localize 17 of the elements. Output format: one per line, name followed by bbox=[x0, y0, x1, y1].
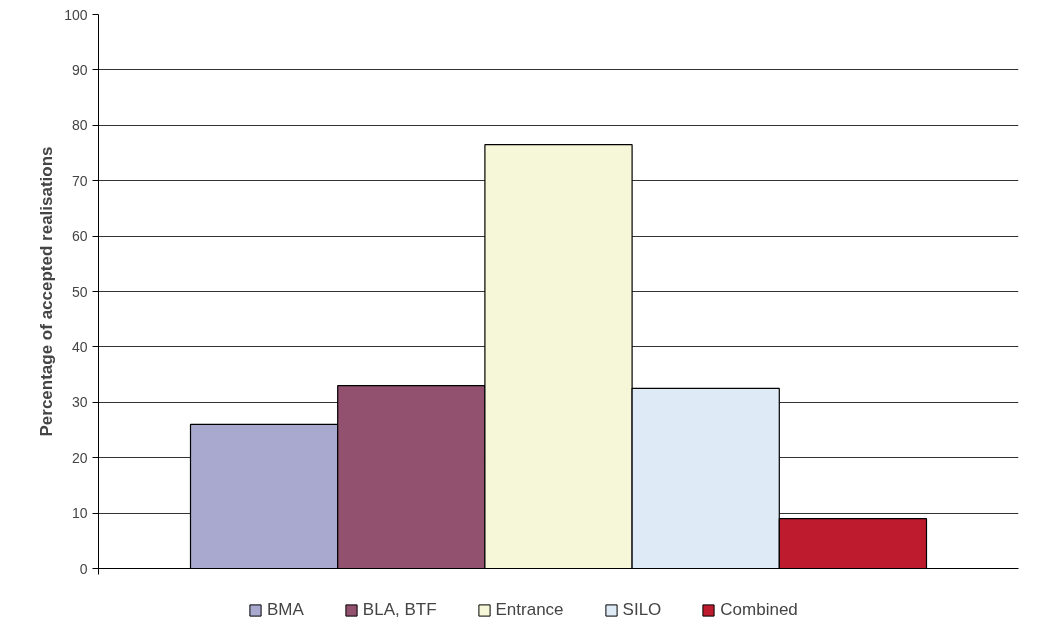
legend-label: Combined bbox=[720, 600, 798, 620]
y-tick-label: 30 bbox=[71, 394, 88, 411]
y-tick-label: 10 bbox=[71, 505, 88, 522]
y-axis-title: Percentage of accepted realisations bbox=[37, 146, 57, 437]
y-tick-label: 0 bbox=[79, 560, 88, 577]
legend-label: BLA, BTF bbox=[362, 600, 437, 620]
y-tick-label: 90 bbox=[71, 61, 88, 78]
y-tick-label: 60 bbox=[71, 228, 88, 245]
y-tick-label: 100 bbox=[64, 6, 88, 23]
y-tick-label: 40 bbox=[71, 338, 88, 355]
legend-label: SILO bbox=[622, 600, 662, 620]
y-tick-label: 70 bbox=[71, 172, 88, 189]
y-tick-label: 20 bbox=[71, 449, 88, 466]
legend-label: BMA bbox=[267, 600, 304, 620]
y-tick-label: 50 bbox=[71, 283, 88, 300]
y-tick-label: 80 bbox=[71, 117, 88, 134]
legend-label: Entrance bbox=[495, 600, 564, 620]
